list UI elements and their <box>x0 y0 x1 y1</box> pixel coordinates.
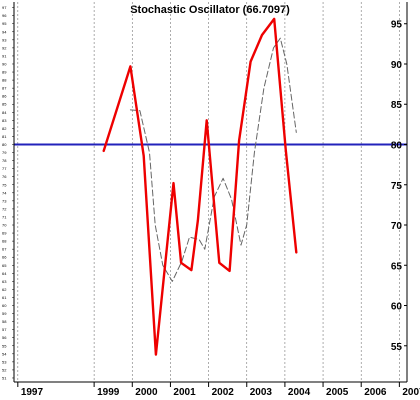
y-minor-tick-label: 70 <box>2 223 7 228</box>
x-tick-label: 2006 <box>364 387 387 398</box>
y-major-tick-label: 95 <box>391 20 403 31</box>
y-major-tick-label: 70 <box>391 221 403 232</box>
y-minor-tick-label: 64 <box>2 271 7 276</box>
y-minor-tick-label: 79 <box>2 150 7 155</box>
y-minor-tick-label: 93 <box>2 37 7 42</box>
y-minor-tick-label: 84 <box>2 110 7 115</box>
y-minor-tick-label: 87 <box>2 86 7 91</box>
y-minor-tick-label: 94 <box>2 29 7 34</box>
y-major-tick-label: 55 <box>391 342 403 353</box>
y-minor-tick-label: 66 <box>2 255 7 260</box>
x-tick-label: 2003 <box>250 387 273 398</box>
y-minor-tick-label: 90 <box>2 61 7 66</box>
y-major-tick-labels: 55 60 65 70 75 80 85 90 95 <box>391 20 407 353</box>
y-minor-tick-label: 97 <box>2 5 7 10</box>
y-minor-tick-label: 69 <box>2 231 7 236</box>
x-tick-label: 2002 <box>212 387 235 398</box>
y-minor-tick-label: 80 <box>2 142 7 147</box>
x-tick-label: 1999 <box>97 387 120 398</box>
y-minor-tick-label: 96 <box>2 13 7 18</box>
y-minor-tick-label: 89 <box>2 70 7 75</box>
y-major-tick-label: 80 <box>391 141 403 152</box>
y-minor-tick-label: 74 <box>2 190 7 195</box>
x-tick-label: 1997 <box>21 387 44 398</box>
y-minor-tick-label: 72 <box>2 206 7 211</box>
y-minor-tick-label: 63 <box>2 279 7 284</box>
y-minor-tick-label: 95 <box>2 21 7 26</box>
y-minor-tick-label: 65 <box>2 263 7 268</box>
y-minor-tick-label: 68 <box>2 239 7 244</box>
y-major-tick-label: 65 <box>391 261 403 272</box>
y-minor-tick-label: 86 <box>2 94 7 99</box>
y-minor-tick-label: 83 <box>2 118 7 123</box>
y-minor-tick-label: 59 <box>2 311 7 316</box>
y-minor-tick-label: 73 <box>2 198 7 203</box>
y-minor-tick-label: 60 <box>2 303 7 308</box>
y-minor-tick-label: 67 <box>2 247 7 252</box>
y-minor-tick-label: 55 <box>2 343 7 348</box>
x-tick-label: 2005 <box>326 387 349 398</box>
y-major-tick-label: 85 <box>391 100 403 111</box>
y-major-tick-label: 90 <box>391 60 403 71</box>
oscillator-line-series <box>102 17 298 356</box>
y-minor-tick-label: 77 <box>2 166 7 171</box>
y-minor-tick-label: 57 <box>2 327 7 332</box>
y-minor-tick-label: 53 <box>2 359 7 364</box>
x-tick-label: 2001 <box>173 387 196 398</box>
x-tick-label: 2007 <box>402 387 420 398</box>
x-tick-label: 2000 <box>135 387 158 398</box>
y-minor-tick-label: 75 <box>2 182 7 187</box>
y-minor-tick-label: 92 <box>2 45 7 50</box>
y-minor-tick-label: 82 <box>2 126 7 131</box>
y-minor-tick-label: 52 <box>2 367 7 372</box>
y-minor-tick-labels: 51 52 53 54 55 56 57 58 59 60 61 62 63 64 65 66 67 68 69 70… <box>2 5 14 380</box>
chart-title: Stochastic Oscillator (66.7097) <box>130 4 290 16</box>
y-minor-tick-label: 78 <box>2 158 7 163</box>
y-minor-tick-label: 56 <box>2 335 7 340</box>
y-major-tick-label: 60 <box>391 302 403 313</box>
y-minor-tick-label: 54 <box>2 351 7 356</box>
y-minor-tick-label: 51 <box>2 375 7 380</box>
y-minor-tick-label: 58 <box>2 319 7 324</box>
y-minor-tick-label: 71 <box>2 214 7 219</box>
series-layer <box>102 17 298 356</box>
y-minor-tick-label: 81 <box>2 134 7 139</box>
x-tick-label: 2004 <box>288 387 311 398</box>
y-minor-tick-label: 88 <box>2 78 7 83</box>
y-major-tick-label: 75 <box>391 181 403 192</box>
axes <box>13 2 408 383</box>
y-minor-tick-label: 76 <box>2 174 7 179</box>
y-minor-tick-label: 61 <box>2 295 7 300</box>
x-gridlines <box>17 2 400 387</box>
y-minor-tick-label: 91 <box>2 53 7 58</box>
y-minor-tick-label: 62 <box>2 287 7 292</box>
x-tick-labels: 1997 1999 2000 2001 2002 2003 2004 2005 2006 2007 <box>21 387 420 398</box>
y-minor-tick-label: 85 <box>2 102 7 107</box>
